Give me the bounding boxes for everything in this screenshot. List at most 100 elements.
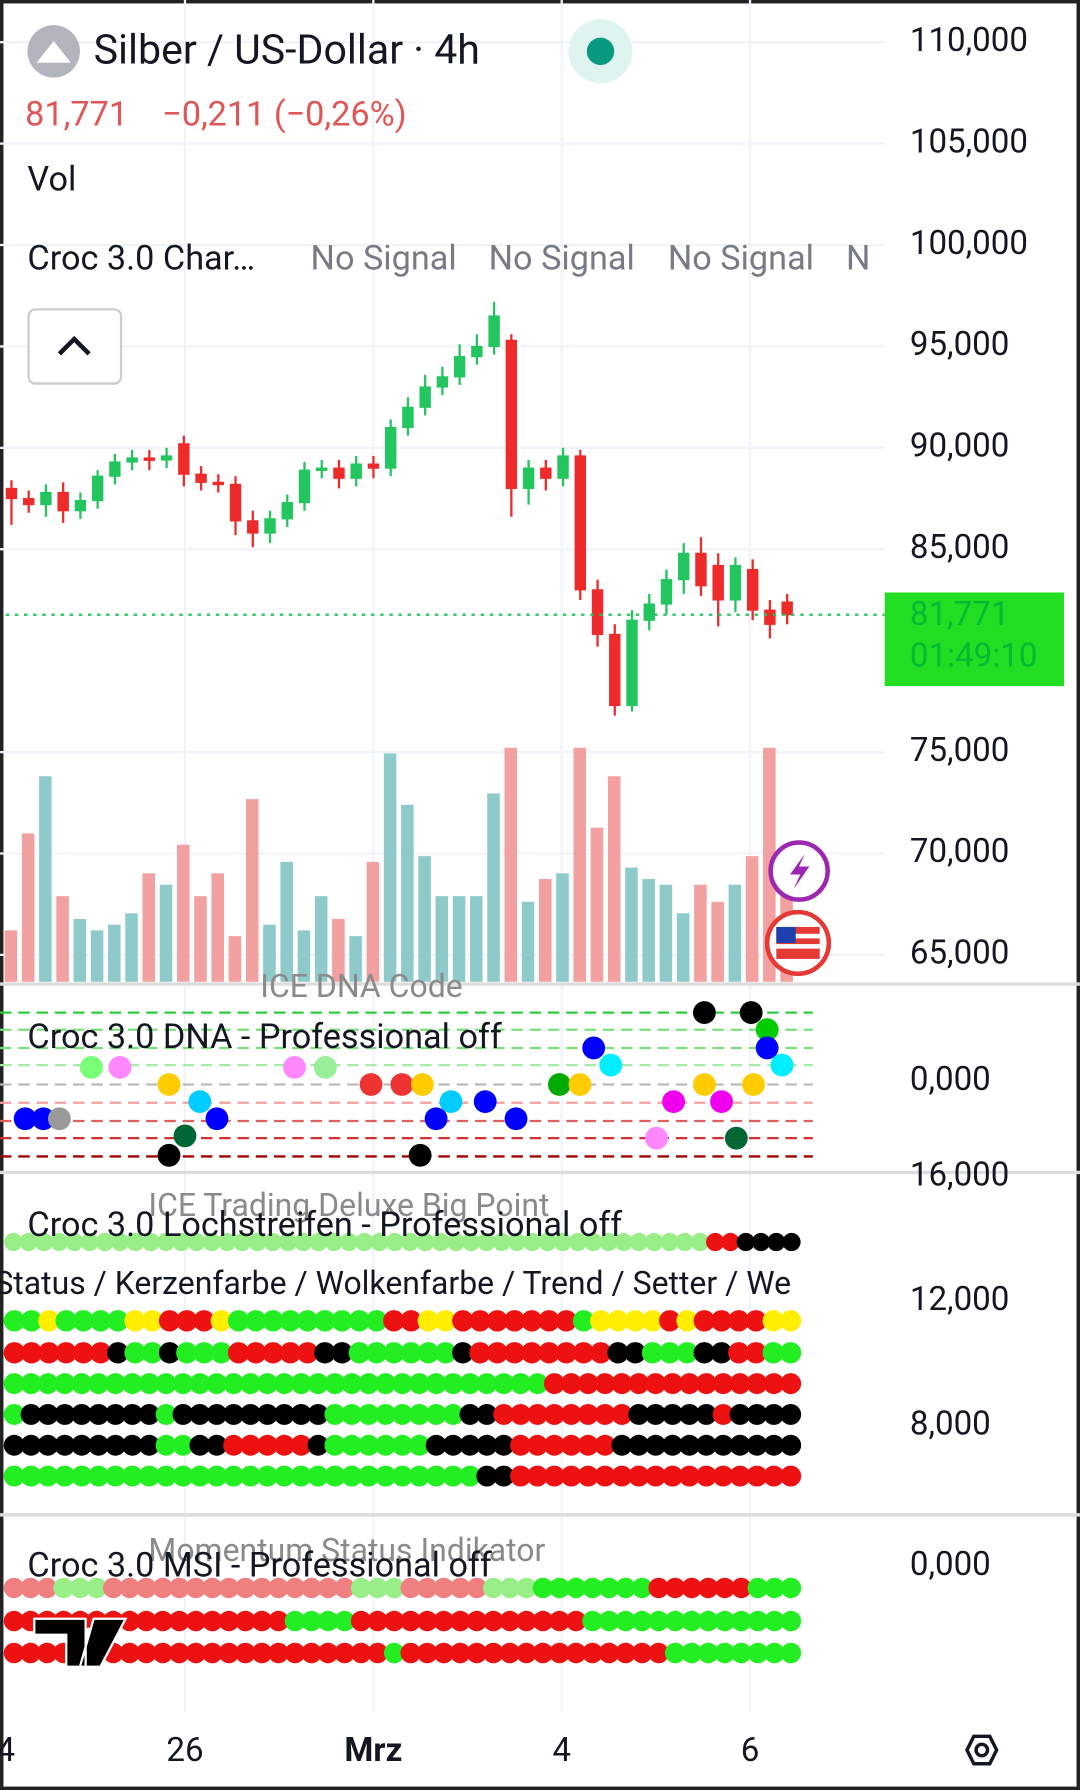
status-dot: [307, 1373, 329, 1395]
dna-dot: [157, 1143, 181, 1167]
status-dot: [614, 1232, 633, 1252]
candle-body: [350, 463, 362, 479]
status-dot: [641, 1342, 664, 1364]
volume-bar: [504, 747, 518, 982]
status-dot: [425, 1403, 447, 1425]
volume-bar: [659, 884, 673, 982]
status-dot: [155, 1373, 177, 1395]
pane-name[interactable]: Croc 3.0 MSI - Professional off: [27, 1545, 491, 1585]
volume-bar: [470, 896, 483, 982]
status-dot: [141, 1310, 164, 1332]
dna-dot: [205, 1107, 229, 1131]
status-dot: [391, 1465, 413, 1487]
pane-name[interactable]: Croc 3.0 Lochstreifen - Professional off: [27, 1205, 622, 1245]
status-dot: [358, 1403, 380, 1425]
status-dot: [210, 1342, 233, 1364]
status-dot: [662, 1403, 683, 1425]
status-dot: [107, 1310, 129, 1332]
status-dot[interactable]: [586, 37, 615, 66]
status-dot: [3, 1373, 25, 1395]
candle-body: [574, 455, 587, 591]
status-dot: [218, 1610, 240, 1632]
status-dot: [763, 1465, 785, 1487]
candle-body: [591, 589, 604, 636]
status-dot: [662, 1373, 683, 1395]
tradingview-logo[interactable]: [33, 1617, 128, 1668]
status-dot: [3, 1465, 25, 1487]
volume-bar: [383, 753, 397, 982]
status-dot: [416, 1577, 438, 1599]
status-dot: [408, 1434, 430, 1456]
status-dot: [628, 1465, 650, 1487]
status-dot: [324, 1465, 346, 1487]
status-dot: [284, 1642, 306, 1664]
status-dot: [577, 1465, 599, 1487]
status-dot: [279, 1310, 302, 1332]
volume-bar: [125, 913, 138, 982]
status-dot: [624, 1342, 646, 1364]
status-dot: [459, 1373, 481, 1395]
status-dot: [728, 1310, 750, 1332]
status-dot: [510, 1373, 532, 1395]
candle-body: [5, 487, 18, 500]
volume-bar: [280, 861, 293, 982]
status-dot: [273, 1373, 295, 1395]
volume-bar: [21, 833, 35, 982]
candle-body: [695, 552, 707, 587]
volume-bar: [625, 867, 638, 982]
status-dot: [240, 1465, 261, 1487]
status-dot: [408, 1465, 430, 1487]
status-dot: [645, 1373, 667, 1395]
status-dot: [104, 1403, 126, 1425]
volume-bar: [297, 930, 311, 982]
status-dot: [416, 1232, 435, 1252]
status-dot: [20, 1310, 43, 1332]
status-dot: [367, 1610, 388, 1632]
pane-name[interactable]: Croc 3.0 DNA - Professional off: [27, 1017, 501, 1057]
status-dot: [461, 1232, 481, 1252]
status-dot: [731, 1642, 752, 1664]
status-dot: [223, 1465, 245, 1487]
status-dot: [577, 1373, 599, 1395]
status-dot: [331, 1310, 353, 1332]
collapse-button[interactable]: [27, 308, 123, 385]
status-dot: [538, 1232, 557, 1252]
status-dot: [476, 1434, 498, 1456]
status-dot: [459, 1465, 481, 1487]
status-dot: [543, 1373, 565, 1395]
status-dot: [365, 1342, 388, 1364]
status-dot: [121, 1434, 143, 1456]
status-dot: [572, 1310, 595, 1332]
candle-body: [160, 455, 173, 461]
status-dot: [486, 1342, 508, 1364]
indicator-label[interactable]: Croc 3.0 Char…: [27, 238, 255, 278]
status-dot: [273, 1465, 295, 1487]
volume-bar: [332, 918, 345, 982]
status-dot: [628, 1373, 650, 1395]
status-dot: [152, 1577, 174, 1599]
status-dot: [202, 1577, 223, 1599]
status-dot: [358, 1373, 380, 1395]
candle-body: [40, 491, 52, 506]
status-dot: [714, 1642, 736, 1664]
status-dot: [37, 1373, 59, 1395]
status-dot: [499, 1642, 521, 1664]
status-dot: [648, 1577, 669, 1599]
status-dot: [631, 1610, 653, 1632]
dna-dot: [547, 1073, 571, 1096]
status-dot: [169, 1577, 190, 1599]
symbol-title[interactable]: Silber / US-Dollar · 4h: [94, 26, 480, 74]
status-dot: [549, 1577, 570, 1599]
status-dot: [731, 1577, 752, 1599]
status-dot: [532, 1577, 554, 1599]
settings-icon[interactable]: [965, 1734, 999, 1766]
candle-body: [74, 500, 87, 512]
dna-dot: [692, 1001, 716, 1024]
status-dot: [172, 1434, 194, 1456]
status-dot: [442, 1465, 464, 1487]
status-dot: [119, 1642, 140, 1664]
candle-body: [505, 339, 518, 489]
candle-body: [22, 497, 35, 506]
status-dot: [681, 1577, 702, 1599]
status-dot: [206, 1434, 228, 1456]
